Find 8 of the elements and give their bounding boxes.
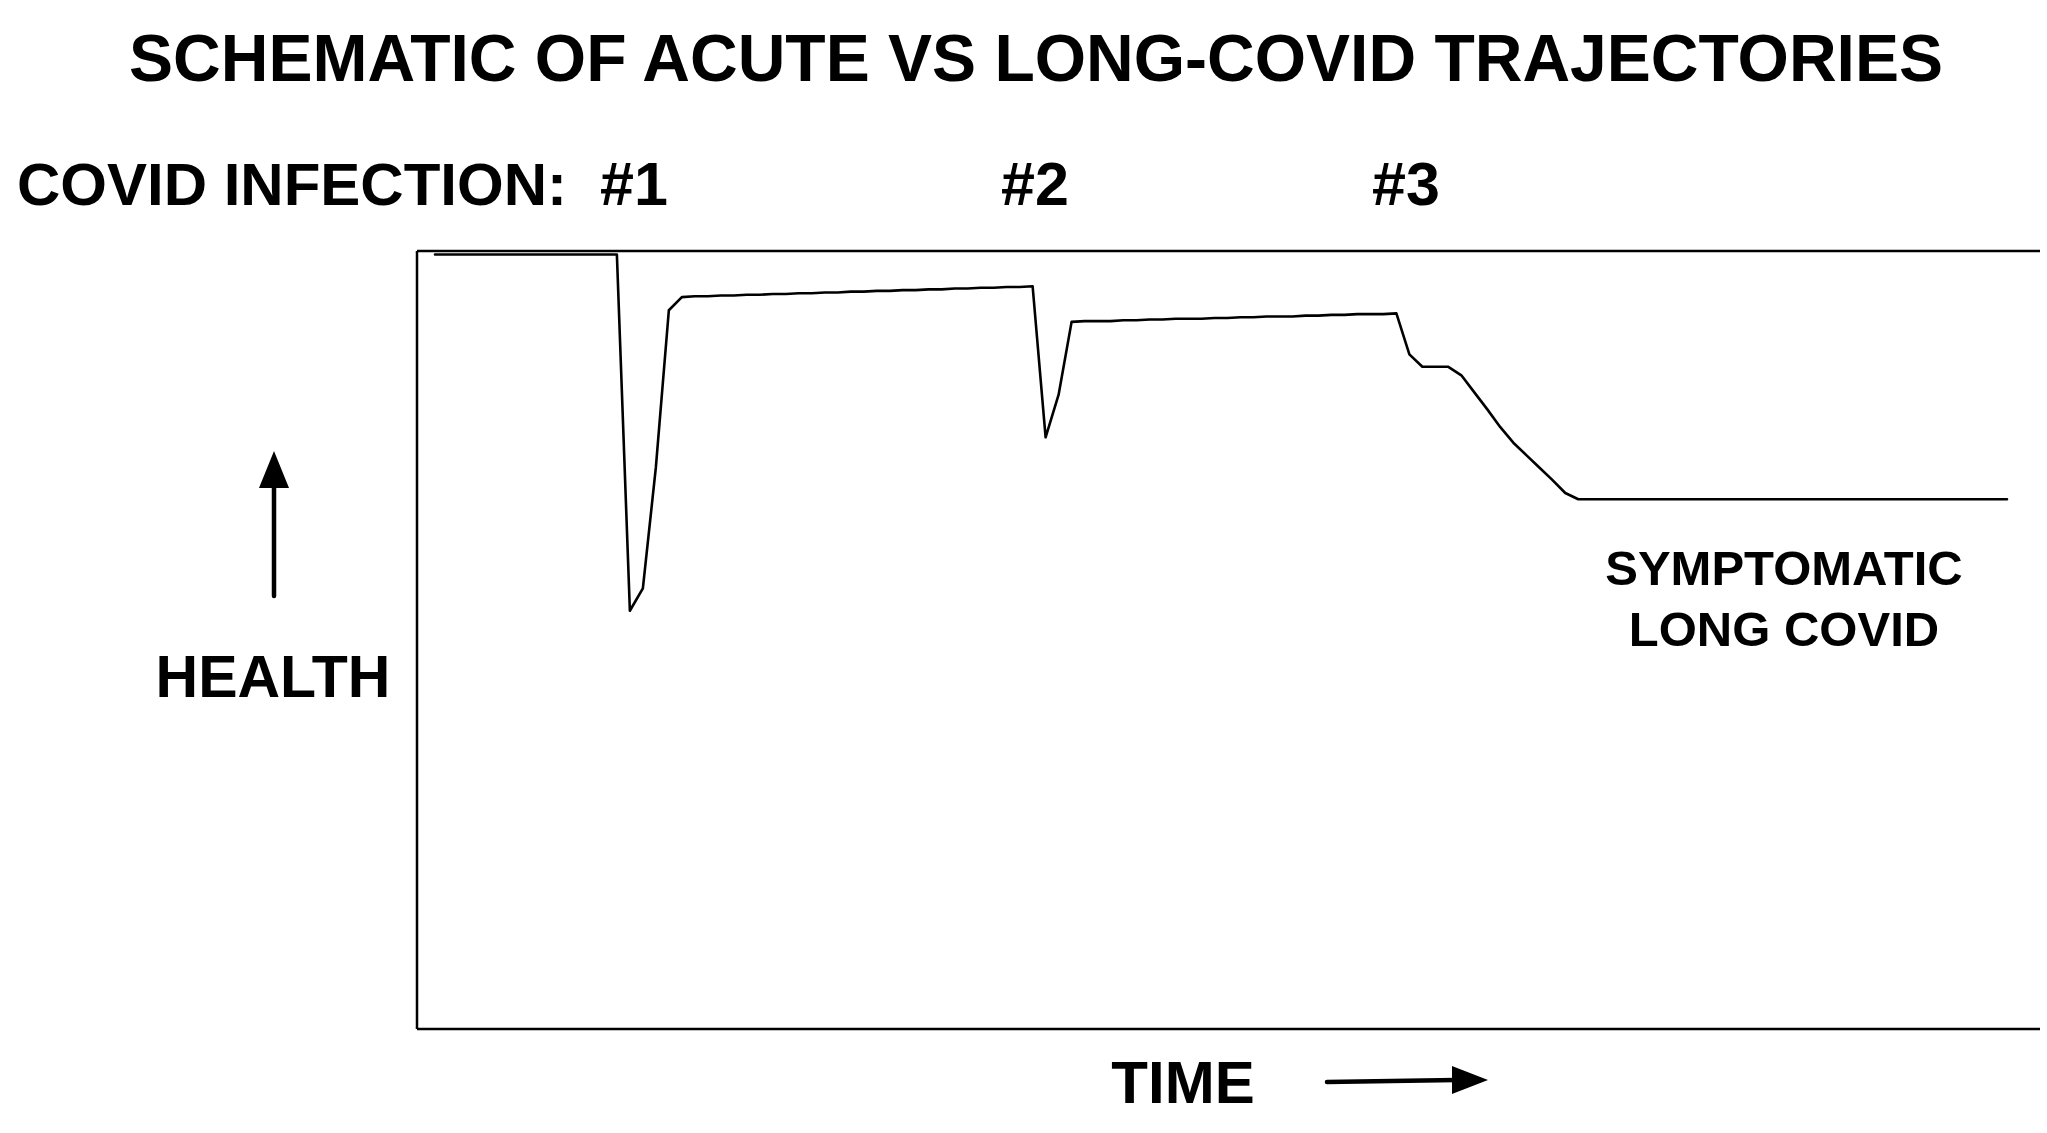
x-axis-title: TIME [1111,1049,1255,1116]
text: COVID INFECTION: [17,151,567,218]
y-axis-title: HEALTH [155,644,391,710]
text: #2 [1001,150,1069,218]
text: #1 [600,150,668,218]
text: #3 [1372,150,1440,218]
annotation: SYMPTOMATIC LONG COVID [1605,541,1963,656]
chart-title: SCHEMATIC OF ACUTE VS LONG-COVID TRAJECTORIES [129,21,1943,95]
